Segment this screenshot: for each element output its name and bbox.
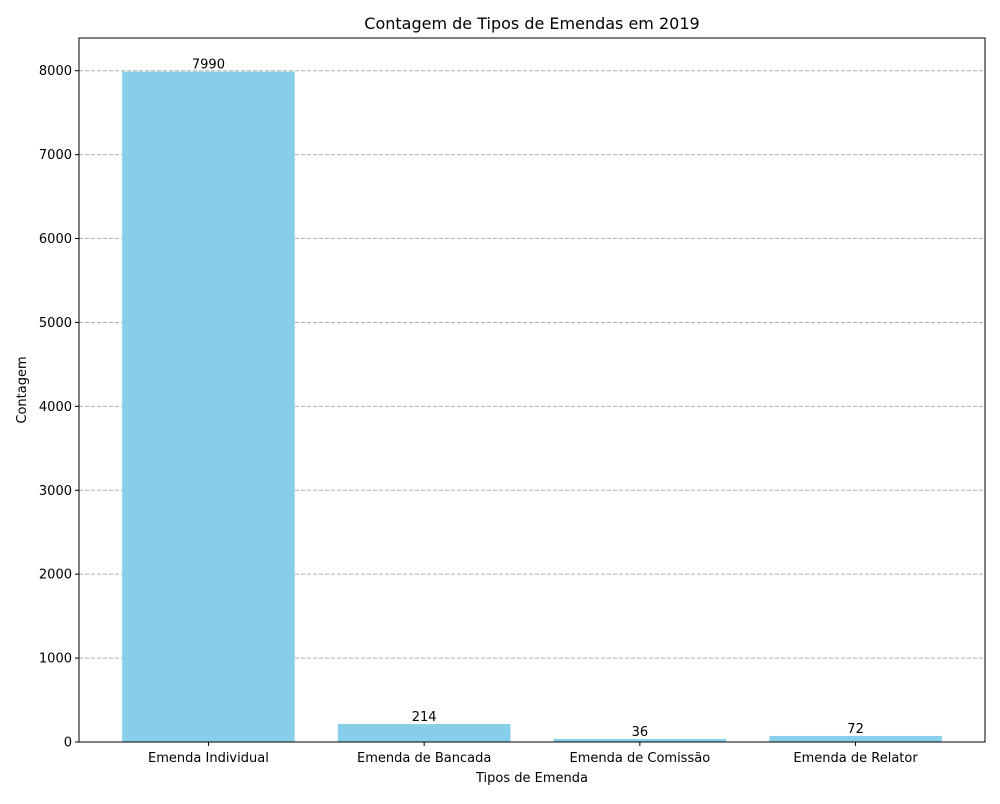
y-tick-label: 0 (64, 736, 72, 751)
y-tick-label: 2000 (39, 568, 72, 583)
y-axis-ticks: 0 1000 2000 3000 4000 5000 6000 7000 8000 (39, 64, 79, 751)
bar (769, 735, 942, 742)
x-tick-label: Emenda de Relator (793, 751, 918, 766)
x-tick-label: Emenda de Bancada (357, 751, 491, 766)
data-labels: 7990 214 36 72 (192, 58, 864, 740)
bar (553, 738, 727, 742)
y-tick-label: 1000 (39, 652, 72, 667)
bar-value-label: 36 (632, 725, 649, 740)
bar-value-label: 7990 (192, 58, 225, 73)
x-tick-label: Emenda de Comissão (570, 751, 711, 766)
y-tick-label: 5000 (39, 316, 72, 331)
chart-title: Contagem de Tipos de Emendas em 2019 (364, 14, 699, 33)
bars (122, 71, 942, 742)
x-tick-label: Emenda Individual (148, 751, 269, 766)
y-tick-label: 6000 (39, 232, 72, 247)
bar-value-label: 72 (847, 722, 864, 737)
y-axis-label: Contagem (15, 356, 30, 423)
y-tick-label: 3000 (39, 484, 72, 499)
x-axis-label: Tipos de Emenda (475, 771, 588, 786)
x-axis-ticks: Emenda Individual Emenda de Bancada Emenda… (148, 742, 918, 766)
plot-area-frame (78, 37, 986, 743)
bar (337, 724, 511, 742)
bar-value-label: 214 (412, 710, 437, 725)
y-tick-label: 8000 (39, 64, 72, 79)
y-tick-label: 7000 (39, 148, 72, 163)
bar (122, 71, 295, 742)
y-tick-label: 4000 (39, 400, 72, 415)
